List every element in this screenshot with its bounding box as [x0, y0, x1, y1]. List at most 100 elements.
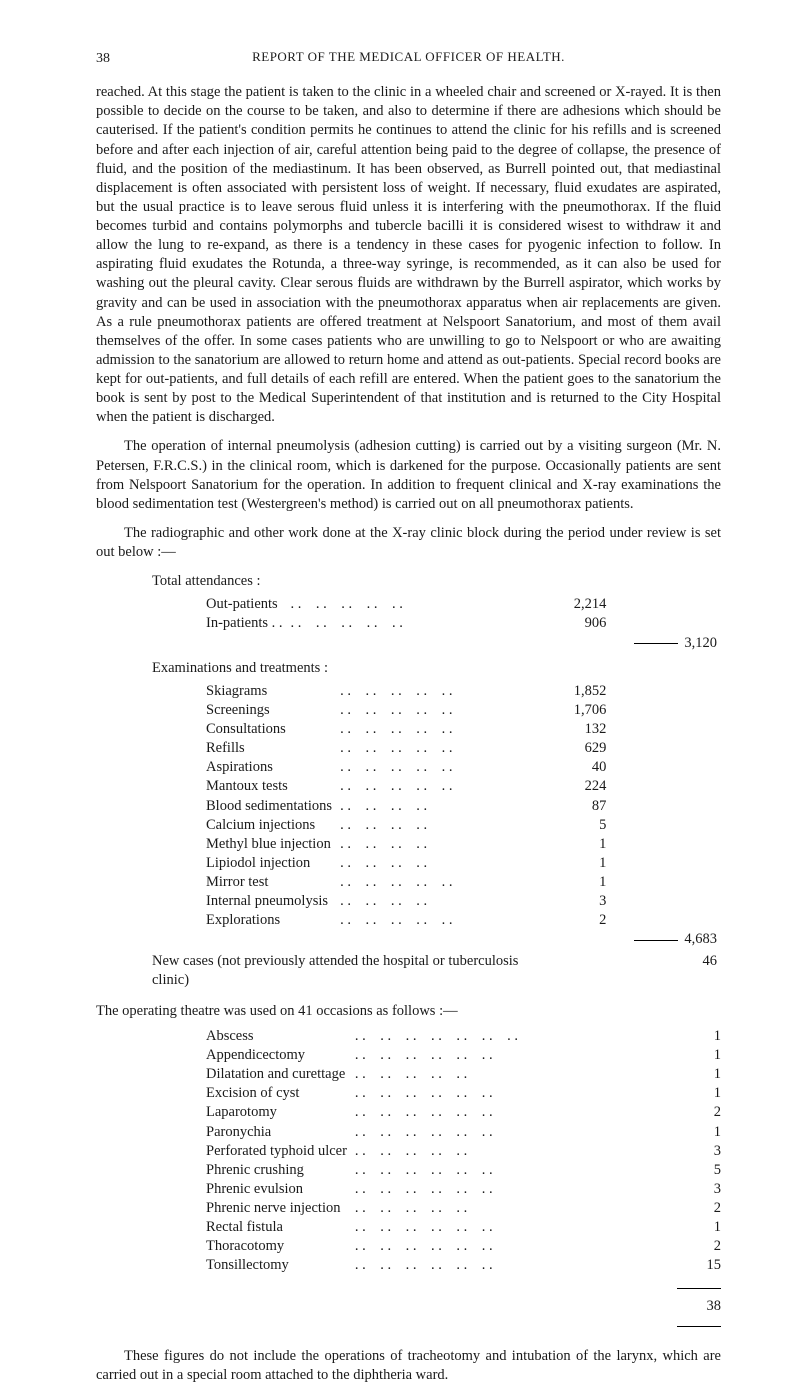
- stat-value: 87: [570, 797, 631, 816]
- stat-dots: . . . . . . . . . . . .: [351, 1180, 673, 1199]
- ops-table: Abscess. . . . . . . . . . . . . .1 Appe…: [96, 1027, 721, 1335]
- stat-dots: . . . . . . . . . .: [287, 614, 570, 633]
- stat-value: 1: [673, 1027, 721, 1046]
- stat-dots: . . . . . . . .: [336, 854, 570, 873]
- stat-value: 3: [673, 1180, 721, 1199]
- stat-label: Methyl blue injection: [96, 835, 336, 854]
- stat-value: 3: [673, 1142, 721, 1161]
- stat-label: Appendicectomy: [96, 1046, 351, 1065]
- stat-label: Blood sedimentations: [96, 797, 336, 816]
- stat-value: 1: [673, 1123, 721, 1142]
- stat-label: Mirror test: [96, 873, 336, 892]
- stat-label: Refills: [96, 739, 336, 758]
- exams-total: 4,683: [630, 930, 721, 949]
- stat-label: In-patients . .: [96, 614, 287, 633]
- stat-dots: . . . . . . . .: [336, 892, 570, 911]
- stat-label: Phrenic crushing: [96, 1161, 351, 1180]
- stat-label: Skiagrams: [96, 682, 336, 701]
- table-row-total: 3,120: [96, 634, 721, 653]
- stat-dots: . . . . . . . .: [336, 835, 570, 854]
- page: 38 REPORT OF THE MEDICAL OFFICER OF HEAL…: [0, 0, 801, 1344]
- stat-dots: . . . . . . . . . . . . . .: [351, 1027, 673, 1046]
- stat-label: Mantoux tests: [96, 777, 336, 796]
- stat-dots: . . . . . . . . . . . .: [351, 1161, 673, 1180]
- paragraph-3: The radiographic and other work done at …: [96, 524, 721, 562]
- stat-dots: . . . . . . . . . .: [336, 873, 570, 892]
- stat-label: Calcium injections: [96, 816, 336, 835]
- stat-value: 2: [673, 1237, 721, 1256]
- stat-value: 1: [673, 1218, 721, 1237]
- stat-label: Laparotomy: [96, 1103, 351, 1122]
- stat-label: Excision of cyst: [96, 1084, 351, 1103]
- stat-dots: . . . . . . . . . .: [336, 911, 570, 930]
- stat-label: Abscess: [96, 1027, 351, 1046]
- stat-value: 1,706: [570, 701, 631, 720]
- stat-label: Dilatation and curettage: [96, 1065, 351, 1084]
- new-cases-value: 46: [653, 952, 721, 990]
- stat-label: Phrenic nerve injection: [96, 1199, 351, 1218]
- stat-value: 132: [570, 720, 631, 739]
- paragraph-1: reached. At this stage the patient is ta…: [96, 83, 721, 427]
- attendances-head: Total attendances :: [152, 572, 721, 591]
- stat-label: Rectal fistula: [96, 1218, 351, 1237]
- stat-label: Lipiodol injection: [96, 854, 336, 873]
- stat-value: 15: [673, 1256, 721, 1275]
- stat-value: 40: [570, 758, 631, 777]
- stat-dots: . . . . . . . . . .: [336, 682, 570, 701]
- stat-value: 2: [673, 1199, 721, 1218]
- stat-value: 1: [673, 1065, 721, 1084]
- stat-label: Screenings: [96, 701, 336, 720]
- stat-value: 2: [673, 1103, 721, 1122]
- stat-dots: . . . . . . . . . .: [336, 701, 570, 720]
- stat-dots: . . . . . . . . . .: [351, 1199, 673, 1218]
- stat-label: Consultations: [96, 720, 336, 739]
- stat-value: 2,214: [570, 595, 631, 614]
- stat-dots: . . . . . . . . . .: [336, 777, 570, 796]
- stat-dots: . . . . . . . . . . . .: [351, 1123, 673, 1142]
- stat-dots: . . . . . . . . . .: [351, 1142, 673, 1161]
- stat-value: 1: [673, 1084, 721, 1103]
- table-row: Out-patients . . . . . . . . . . 2,214: [96, 595, 721, 614]
- stat-dots: . . . . . . . . . .: [351, 1065, 673, 1084]
- stat-value: 224: [570, 777, 631, 796]
- stat-label: Tonsillectomy: [96, 1256, 351, 1275]
- stat-label: Internal pneumolysis: [96, 892, 336, 911]
- stat-value: 5: [570, 816, 631, 835]
- stat-value: 5: [673, 1161, 721, 1180]
- new-cases-row: New cases (not previously attended the h…: [96, 952, 721, 990]
- stat-label: Out-patients: [96, 595, 287, 614]
- stat-dots: . . . . . . . .: [336, 816, 570, 835]
- stat-dots: . . . . . . . . . . . .: [351, 1237, 673, 1256]
- stat-label: Paronychia: [96, 1123, 351, 1142]
- stat-value: 1: [570, 835, 631, 854]
- stat-value: 1: [673, 1046, 721, 1065]
- stat-dots: . . . . . . . . . . . .: [351, 1218, 673, 1237]
- stat-label: Perforated typhoid ulcer: [96, 1142, 351, 1161]
- stat-value: 906: [570, 614, 631, 633]
- paragraph-2: The operation of internal pneumolysis (a…: [96, 437, 721, 514]
- footnote: These figures do not include the operati…: [96, 1347, 721, 1385]
- exams-table: Skiagrams. . . . . . . . . .1,852 Screen…: [96, 682, 721, 950]
- stat-dots: . . . . . . . . . . . .: [351, 1046, 673, 1065]
- stat-value: 629: [570, 739, 631, 758]
- stat-value: 1: [570, 873, 631, 892]
- stat-value: 2: [570, 911, 631, 930]
- stat-label: Thoracotomy: [96, 1237, 351, 1256]
- stat-value: 3: [570, 892, 631, 911]
- stat-value: 1: [570, 854, 631, 873]
- stat-dots: . . . . . . . . . .: [336, 739, 570, 758]
- table-row-total: 4,683: [96, 930, 721, 949]
- exams-head: Examinations and treatments :: [152, 659, 721, 678]
- new-cases-label: New cases (not previously attended the h…: [96, 952, 534, 990]
- attendances-total: 3,120: [630, 634, 721, 653]
- ops-total-row: 38: [96, 1297, 721, 1316]
- stat-label: Explorations: [96, 911, 336, 930]
- attendances-table: Out-patients . . . . . . . . . . 2,214 I…: [96, 595, 721, 652]
- stat-dots: . . . . . . . .: [336, 797, 570, 816]
- ops-total: 38: [673, 1297, 721, 1316]
- stat-dots: . . . . . . . . . . . .: [351, 1103, 673, 1122]
- stat-dots: . . . . . . . . . .: [287, 595, 570, 614]
- stat-dots: . . . . . . . . . . . .: [351, 1084, 673, 1103]
- stat-label: Phrenic evulsion: [96, 1180, 351, 1199]
- stat-dots: . . . . . . . . . .: [336, 720, 570, 739]
